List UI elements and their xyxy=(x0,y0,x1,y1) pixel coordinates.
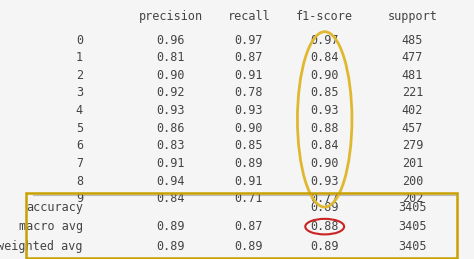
Text: 0.93: 0.93 xyxy=(235,104,263,117)
Text: 0.94: 0.94 xyxy=(156,175,185,188)
Text: 201: 201 xyxy=(401,157,423,170)
Text: 0.88: 0.88 xyxy=(310,220,339,233)
Text: 0.90: 0.90 xyxy=(156,69,185,82)
Text: 3405: 3405 xyxy=(398,240,427,253)
Text: 3: 3 xyxy=(76,87,83,99)
Text: 0.87: 0.87 xyxy=(235,51,263,64)
Text: 0.89: 0.89 xyxy=(310,201,339,214)
Text: weighted avg: weighted avg xyxy=(0,240,83,253)
Text: 9: 9 xyxy=(76,192,83,205)
Text: 0.87: 0.87 xyxy=(235,220,263,233)
Text: 0.93: 0.93 xyxy=(156,104,185,117)
Text: 0.97: 0.97 xyxy=(310,34,339,47)
Text: 0.90: 0.90 xyxy=(310,157,339,170)
Text: accuracy: accuracy xyxy=(26,201,83,214)
Text: 0.84: 0.84 xyxy=(310,51,339,64)
Text: 0.93: 0.93 xyxy=(310,175,339,188)
Text: 0.91: 0.91 xyxy=(156,157,185,170)
Text: recall: recall xyxy=(228,10,270,23)
Text: 279: 279 xyxy=(401,139,423,152)
Text: 0.77: 0.77 xyxy=(310,192,339,205)
Text: 7: 7 xyxy=(76,157,83,170)
Text: 0.97: 0.97 xyxy=(235,34,263,47)
Text: 0.88: 0.88 xyxy=(310,122,339,135)
Text: 0.92: 0.92 xyxy=(156,87,185,99)
Text: 0.85: 0.85 xyxy=(235,139,263,152)
Text: 0.84: 0.84 xyxy=(310,139,339,152)
Text: 0.89: 0.89 xyxy=(235,240,263,253)
Text: 0.85: 0.85 xyxy=(310,87,339,99)
Text: 0.89: 0.89 xyxy=(310,240,339,253)
Text: 485: 485 xyxy=(401,34,423,47)
Text: f1-score: f1-score xyxy=(296,10,353,23)
Text: 8: 8 xyxy=(76,175,83,188)
Text: 0.90: 0.90 xyxy=(235,122,263,135)
Text: 0.96: 0.96 xyxy=(156,34,185,47)
Text: 0: 0 xyxy=(76,34,83,47)
Text: 202: 202 xyxy=(401,192,423,205)
Text: 0.84: 0.84 xyxy=(156,192,185,205)
Text: 200: 200 xyxy=(401,175,423,188)
Text: macro avg: macro avg xyxy=(19,220,83,233)
Text: 1: 1 xyxy=(76,51,83,64)
Text: 0.93: 0.93 xyxy=(310,104,339,117)
Text: 221: 221 xyxy=(401,87,423,99)
Text: 0.89: 0.89 xyxy=(235,157,263,170)
Text: 481: 481 xyxy=(401,69,423,82)
Text: support: support xyxy=(387,10,438,23)
Text: 4: 4 xyxy=(76,104,83,117)
Text: 3405: 3405 xyxy=(398,201,427,214)
Text: 0.91: 0.91 xyxy=(235,69,263,82)
Text: 6: 6 xyxy=(76,139,83,152)
Text: 402: 402 xyxy=(401,104,423,117)
Text: 0.90: 0.90 xyxy=(310,69,339,82)
Text: 0.89: 0.89 xyxy=(156,240,185,253)
Text: 0.71: 0.71 xyxy=(235,192,263,205)
Text: 0.81: 0.81 xyxy=(156,51,185,64)
Text: 457: 457 xyxy=(401,122,423,135)
Text: 5: 5 xyxy=(76,122,83,135)
Text: 0.83: 0.83 xyxy=(156,139,185,152)
Text: 0.86: 0.86 xyxy=(156,122,185,135)
Text: 2: 2 xyxy=(76,69,83,82)
Text: 477: 477 xyxy=(401,51,423,64)
Text: 0.78: 0.78 xyxy=(235,87,263,99)
Text: 3405: 3405 xyxy=(398,220,427,233)
Text: 0.91: 0.91 xyxy=(235,175,263,188)
Text: precision: precision xyxy=(138,10,203,23)
Text: 0.89: 0.89 xyxy=(156,220,185,233)
